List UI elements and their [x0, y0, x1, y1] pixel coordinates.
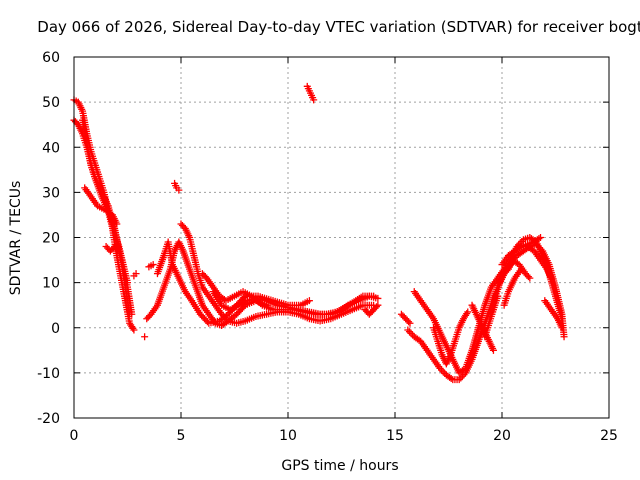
data-point	[130, 326, 138, 334]
y-tick-label: 30	[42, 185, 60, 201]
data-point	[560, 333, 568, 341]
data-point	[149, 261, 157, 269]
y-tick-label: 10	[42, 276, 60, 292]
y-tick-label: 20	[42, 231, 60, 247]
x-tick-label: 5	[177, 428, 186, 444]
y-axis-label: SDTVAR / TECUs	[8, 181, 24, 296]
data-point	[405, 318, 413, 326]
data-point	[524, 273, 532, 281]
data-point	[310, 96, 318, 104]
data-point	[374, 301, 382, 309]
data-point	[374, 294, 382, 302]
data-point	[439, 368, 447, 376]
x-tick-label: 25	[600, 428, 618, 444]
data-point	[537, 234, 545, 241]
data-point	[132, 270, 140, 278]
data-point	[558, 324, 566, 332]
data-point	[489, 346, 497, 354]
data-point	[113, 220, 121, 228]
chart-title: Day 066 of 2026, Sidereal Day-to-day VTE…	[37, 18, 640, 36]
data-point	[517, 265, 525, 273]
data-point	[405, 328, 413, 336]
data-point	[494, 292, 502, 300]
y-tick-label: 60	[42, 50, 60, 66]
plot-frame	[73, 56, 610, 419]
data-point	[526, 274, 534, 282]
data-point	[370, 292, 378, 300]
data-point	[175, 186, 183, 194]
data-point	[547, 274, 555, 282]
y-tick-label: 40	[42, 140, 60, 156]
data-point	[406, 319, 414, 327]
x-axis-label: GPS time / hours	[281, 458, 398, 474]
x-tick-label: 10	[279, 428, 297, 444]
data-point	[407, 329, 415, 337]
data-point	[457, 374, 465, 382]
data-point	[305, 297, 313, 305]
y-tick-label: -10	[37, 366, 60, 382]
x-tick-label: 20	[493, 428, 511, 444]
y-tick-label: -20	[37, 411, 60, 427]
data-point	[128, 310, 136, 318]
data-point	[516, 244, 524, 252]
data-marks	[70, 82, 568, 384]
data-point	[447, 375, 455, 383]
data-point	[114, 246, 122, 254]
grid-lines	[74, 57, 609, 418]
x-tick-label: 15	[386, 428, 404, 444]
data-point	[535, 235, 543, 243]
data-point	[372, 303, 380, 311]
data-point	[464, 308, 472, 316]
data-point	[141, 333, 149, 341]
y-tick-label: 50	[42, 95, 60, 111]
data-point	[240, 294, 248, 302]
x-tick-label: 0	[70, 428, 79, 444]
y-tick-label: 0	[51, 321, 60, 337]
